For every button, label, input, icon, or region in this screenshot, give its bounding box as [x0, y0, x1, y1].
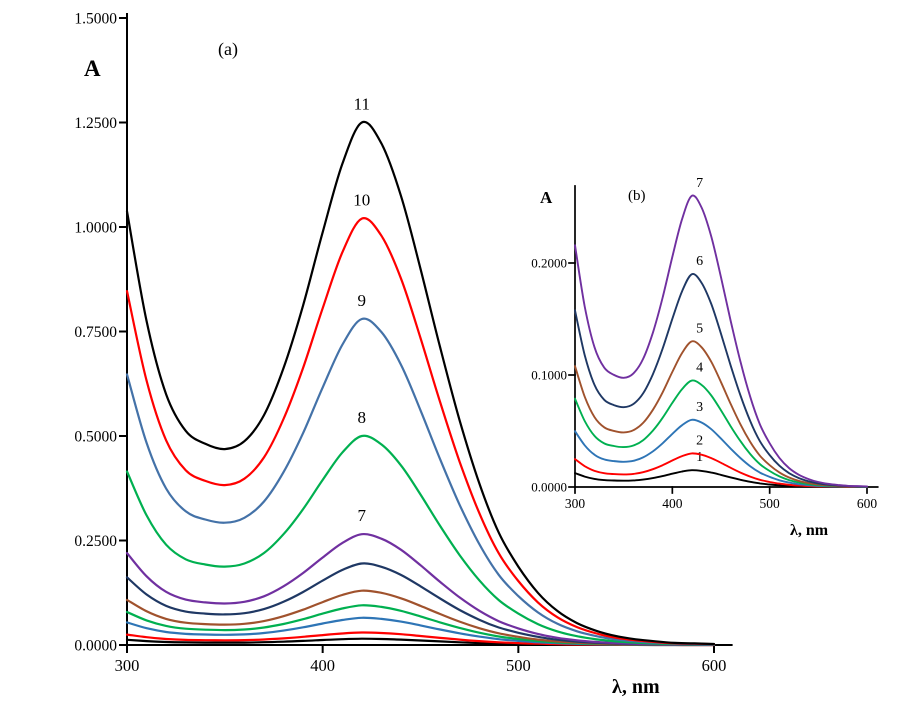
series-label-curve-9: 9 [358, 291, 367, 310]
chart-a: 0.0000 0.2500 0.5000 0.7500 1.0000 1.2500 1.50… [74, 10, 733, 675]
series-curve-8 [125, 434, 716, 646]
chart-b: 0.0000 0.1000 0.2000 300 400 500 600 1 2 3 4 5 6 7 [531, 176, 879, 511]
y-tick-label: 1.5000 [74, 10, 117, 27]
chart-b-x-axis-label: λ, nm [790, 522, 829, 539]
chart-b-panel-label: (b) [628, 188, 646, 204]
chart-b-y-axis-label: A [540, 188, 553, 207]
y-tick-label: 0.5000 [74, 428, 117, 445]
x-tick-label: 300 [565, 496, 586, 511]
y-tick-label: 1.2500 [74, 115, 117, 132]
x-tick-label: 500 [506, 656, 531, 675]
y-tick-label: 0.2000 [531, 255, 567, 270]
y-tick-label: 0.0000 [74, 637, 117, 654]
series-label-curve-8: 8 [358, 408, 367, 427]
series-curve-7 [574, 194, 868, 488]
chart-a-x-axis-label: λ, nm [612, 676, 660, 698]
series-label-curve-5: 5 [696, 321, 703, 336]
y-tick-label: 0.7500 [74, 324, 117, 341]
series-curve-3 [574, 418, 868, 488]
series-label-curve-11: 11 [354, 95, 370, 114]
series-curve-4 [574, 379, 868, 488]
series-label-curve-7: 7 [358, 506, 367, 525]
y-tick-label: 0.2500 [74, 533, 117, 550]
x-tick-label: 600 [702, 656, 727, 675]
series-curve-9 [125, 317, 716, 646]
x-tick-label: 500 [760, 496, 781, 511]
series-label-curve-7: 7 [696, 176, 703, 191]
series-label-curve-6: 6 [696, 254, 703, 269]
chart-a-panel-label: (a) [218, 39, 238, 59]
x-tick-label: 400 [310, 656, 335, 675]
chart-a-y-axis-label: A [84, 56, 101, 81]
y-tick-label: 0.1000 [531, 367, 567, 382]
series-label-curve-2: 2 [696, 433, 703, 448]
x-tick-label: 400 [662, 496, 683, 511]
series-curve-5 [574, 340, 868, 488]
x-tick-label: 600 [857, 496, 878, 511]
x-tick-label: 300 [115, 656, 140, 675]
series-curve-11 [125, 120, 716, 646]
series-curve-7 [125, 532, 716, 646]
series-label-curve-10: 10 [353, 191, 370, 210]
y-tick-label: 0.0000 [531, 479, 567, 494]
y-tick-label: 1.0000 [74, 219, 117, 236]
series-label-curve-1: 1 [696, 450, 703, 465]
series-curve-6 [574, 273, 868, 488]
series-label-curve-4: 4 [696, 361, 703, 376]
series-label-curve-3: 3 [696, 400, 703, 415]
series-curve-10 [125, 217, 716, 646]
series-curve-2 [574, 452, 868, 488]
